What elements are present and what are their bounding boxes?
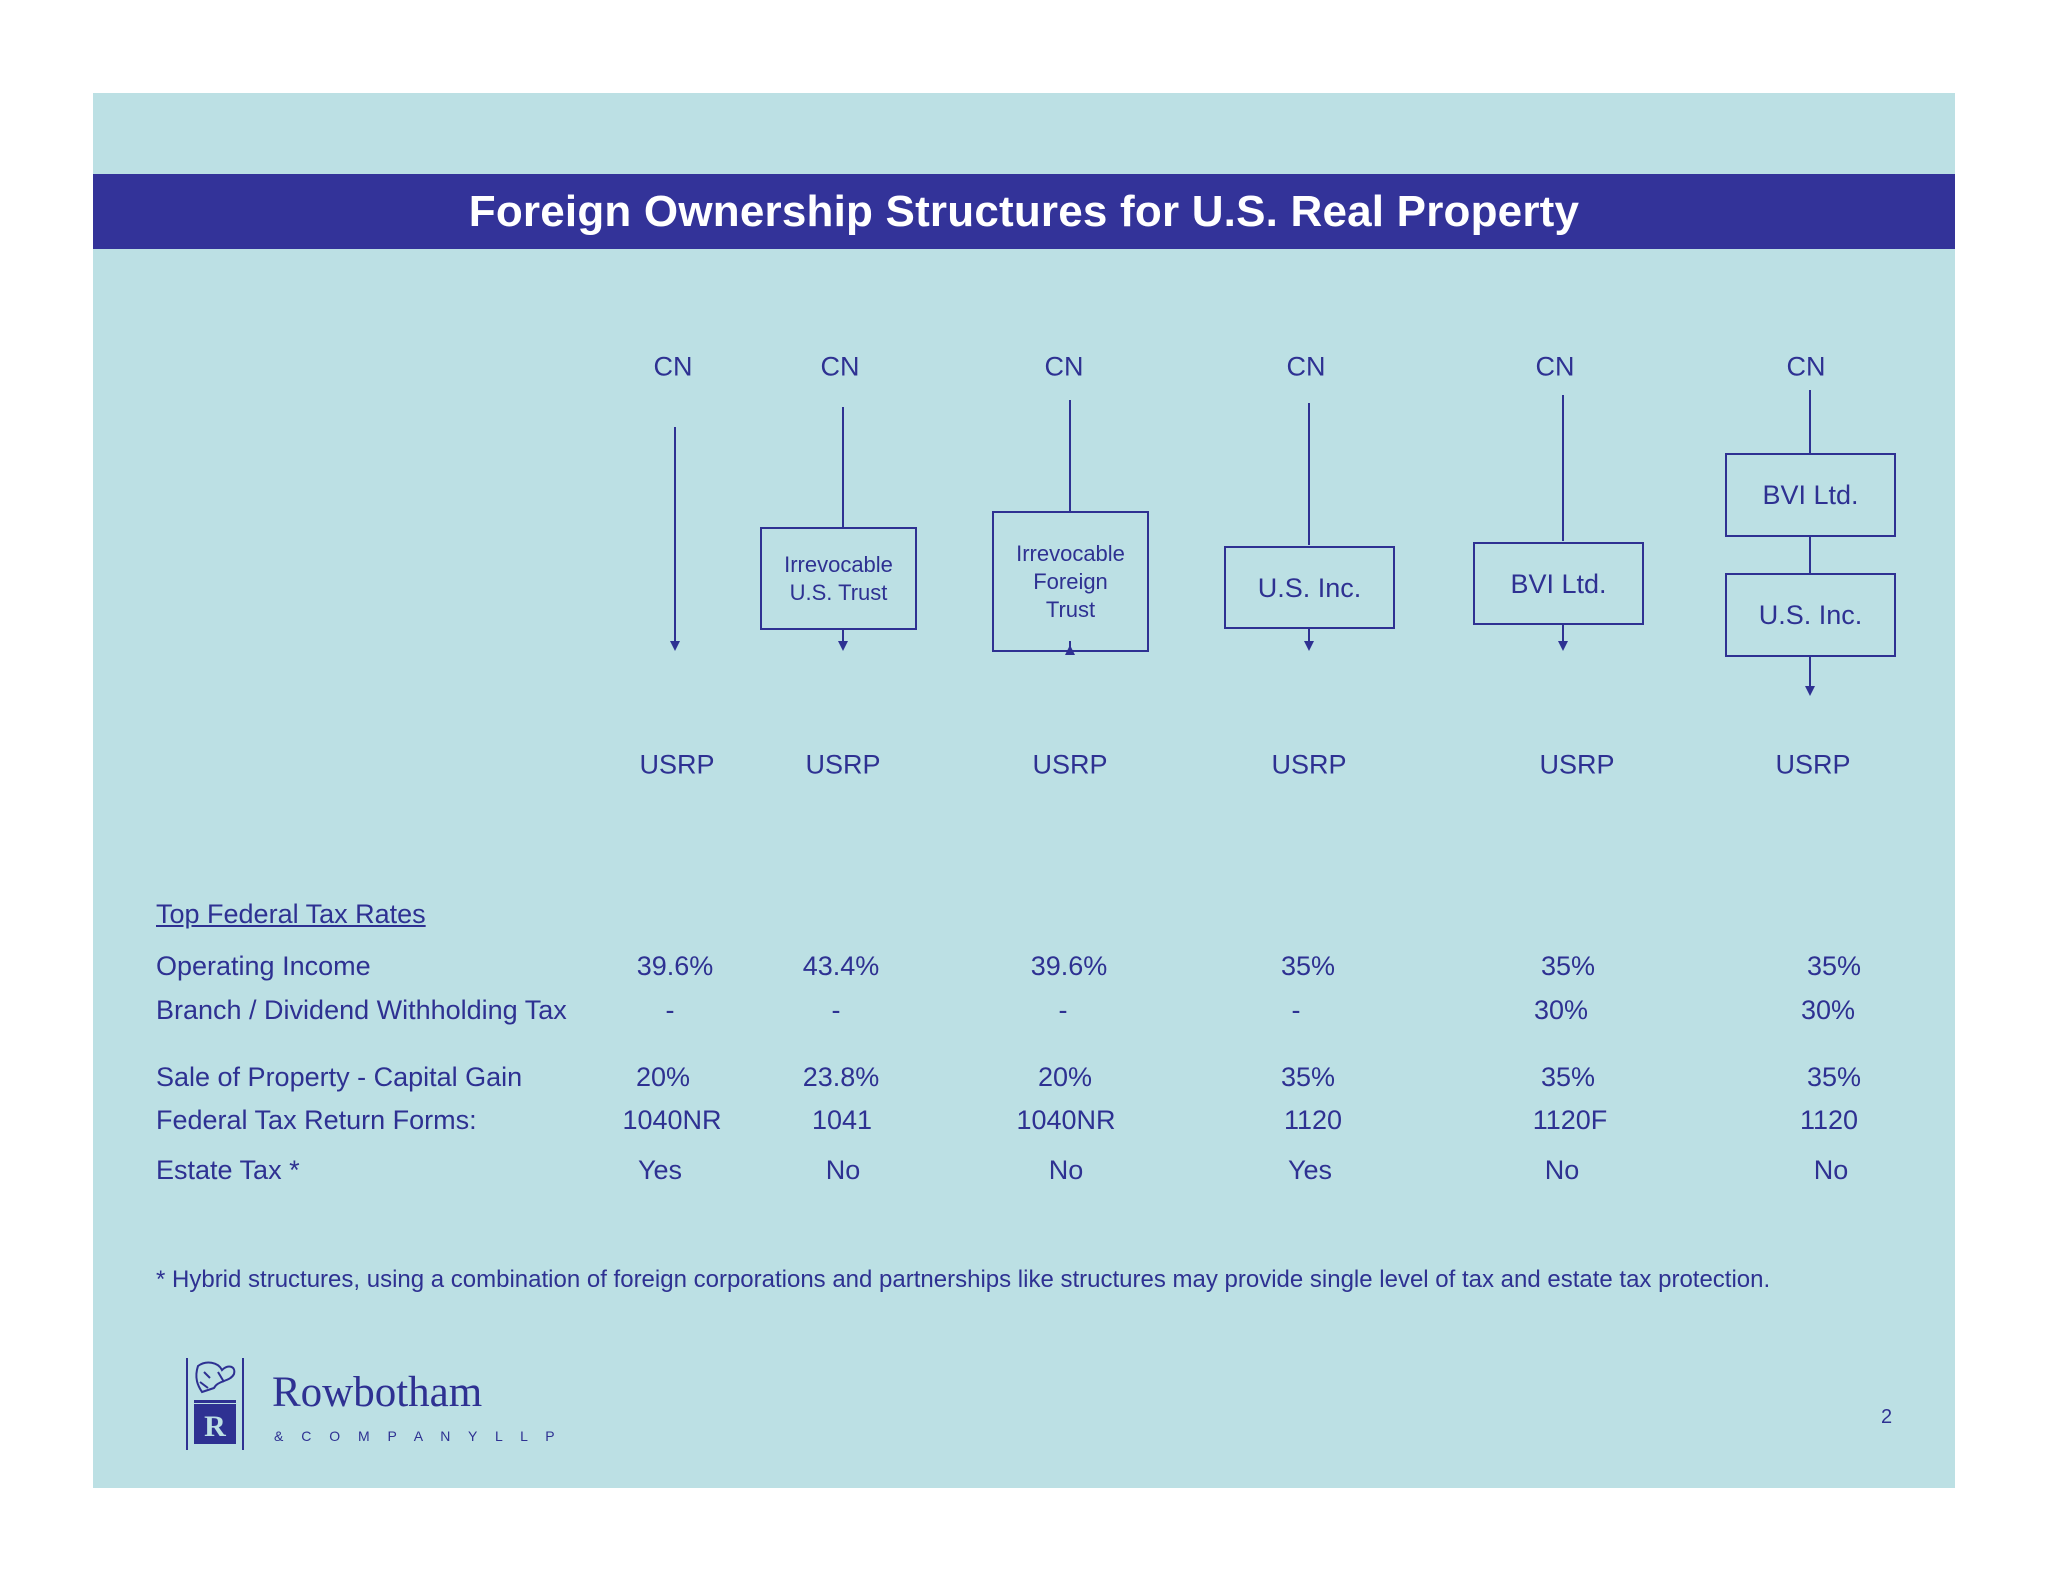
table-cell: No [1813,1155,1849,1185]
entity-box-bvi-ltd: BVI Ltd. [1473,542,1644,625]
table-cell: 1120F [1532,1105,1608,1135]
table-cell: 35% [1540,1062,1596,1092]
table-cell: - [831,995,841,1025]
table-cell: - [1291,995,1301,1025]
table-cell: 1041 [811,1105,873,1135]
row-label: Operating Income [156,951,371,981]
owner-label: CN [1286,351,1326,382]
page-title: Foreign Ownership Structures for U.S. Re… [468,186,1580,236]
table-cell: 1040NR [622,1105,722,1135]
table-cell: 1040NR [1016,1105,1116,1135]
logo-letter: R [204,1410,226,1443]
title-bar: Foreign Ownership Structures for U.S. Re… [93,174,1955,249]
table-cell: - [1058,995,1068,1025]
owner-label: CN [1535,351,1575,382]
row-label: Branch / Dividend Withholding Tax [156,995,567,1025]
owner-label: CN [1786,351,1826,382]
table-cell: - [665,995,675,1025]
table-cell: No [825,1155,861,1185]
entity-box-irrevocable-us-trust: Irrevocable U.S. Trust [760,527,917,630]
row-label: Federal Tax Return Forms: [156,1105,477,1135]
entity-box-irrevocable-foreign-trust: Irrevocable Foreign Trust [992,511,1149,652]
table-cell: 35% [1280,1062,1336,1092]
row-label: Estate Tax * [156,1155,300,1185]
table-cell: No [1544,1155,1580,1185]
table-cell: 30% [1800,995,1856,1025]
owner-label: CN [1044,351,1084,382]
slide: Foreign Ownership Structures for U.S. Re… [93,93,1955,1488]
table-cell: 35% [1540,951,1596,981]
entity-box-us-inc: U.S. Inc. [1725,573,1896,657]
table-cell: 20% [635,1062,691,1092]
tax-table-heading: Top Federal Tax Rates [156,899,426,929]
footnote: * Hybrid structures, using a combination… [156,1266,1771,1293]
logo-subtitle: & C O M P A N Y L L P [274,1428,562,1444]
table-cell: 35% [1280,951,1336,981]
table-cell: 39.6% [1030,951,1108,981]
property-label: USRP [1032,749,1108,780]
owner-label: CN [820,351,860,382]
property-label: USRP [639,749,715,780]
table-cell: No [1048,1155,1084,1185]
table-cell: 39.6% [636,951,714,981]
table-cell: 1120 [1283,1105,1343,1135]
property-label: USRP [1271,749,1347,780]
table-cell: 1120 [1799,1105,1859,1135]
property-label: USRP [1539,749,1615,780]
property-label: USRP [1775,749,1851,780]
entity-box-us-inc: U.S. Inc. [1224,546,1395,629]
table-cell: 23.8% [802,1062,880,1092]
entity-box-bvi-ltd: BVI Ltd. [1725,453,1896,537]
logo-name: Rowbotham [272,1369,483,1416]
owner-label: CN [653,351,693,382]
logo-mark-icon: R [186,1358,244,1450]
table-cell: 43.4% [802,951,880,981]
table-cell: 35% [1806,951,1862,981]
table-cell: Yes [1287,1155,1333,1185]
page-number: 2 [1881,1406,1893,1428]
table-cell: 35% [1806,1062,1862,1092]
table-cell: 30% [1533,995,1589,1025]
property-label: USRP [805,749,881,780]
row-label: Sale of Property - Capital Gain [156,1062,523,1092]
table-cell: 20% [1037,1062,1093,1092]
table-cell: Yes [637,1155,683,1185]
